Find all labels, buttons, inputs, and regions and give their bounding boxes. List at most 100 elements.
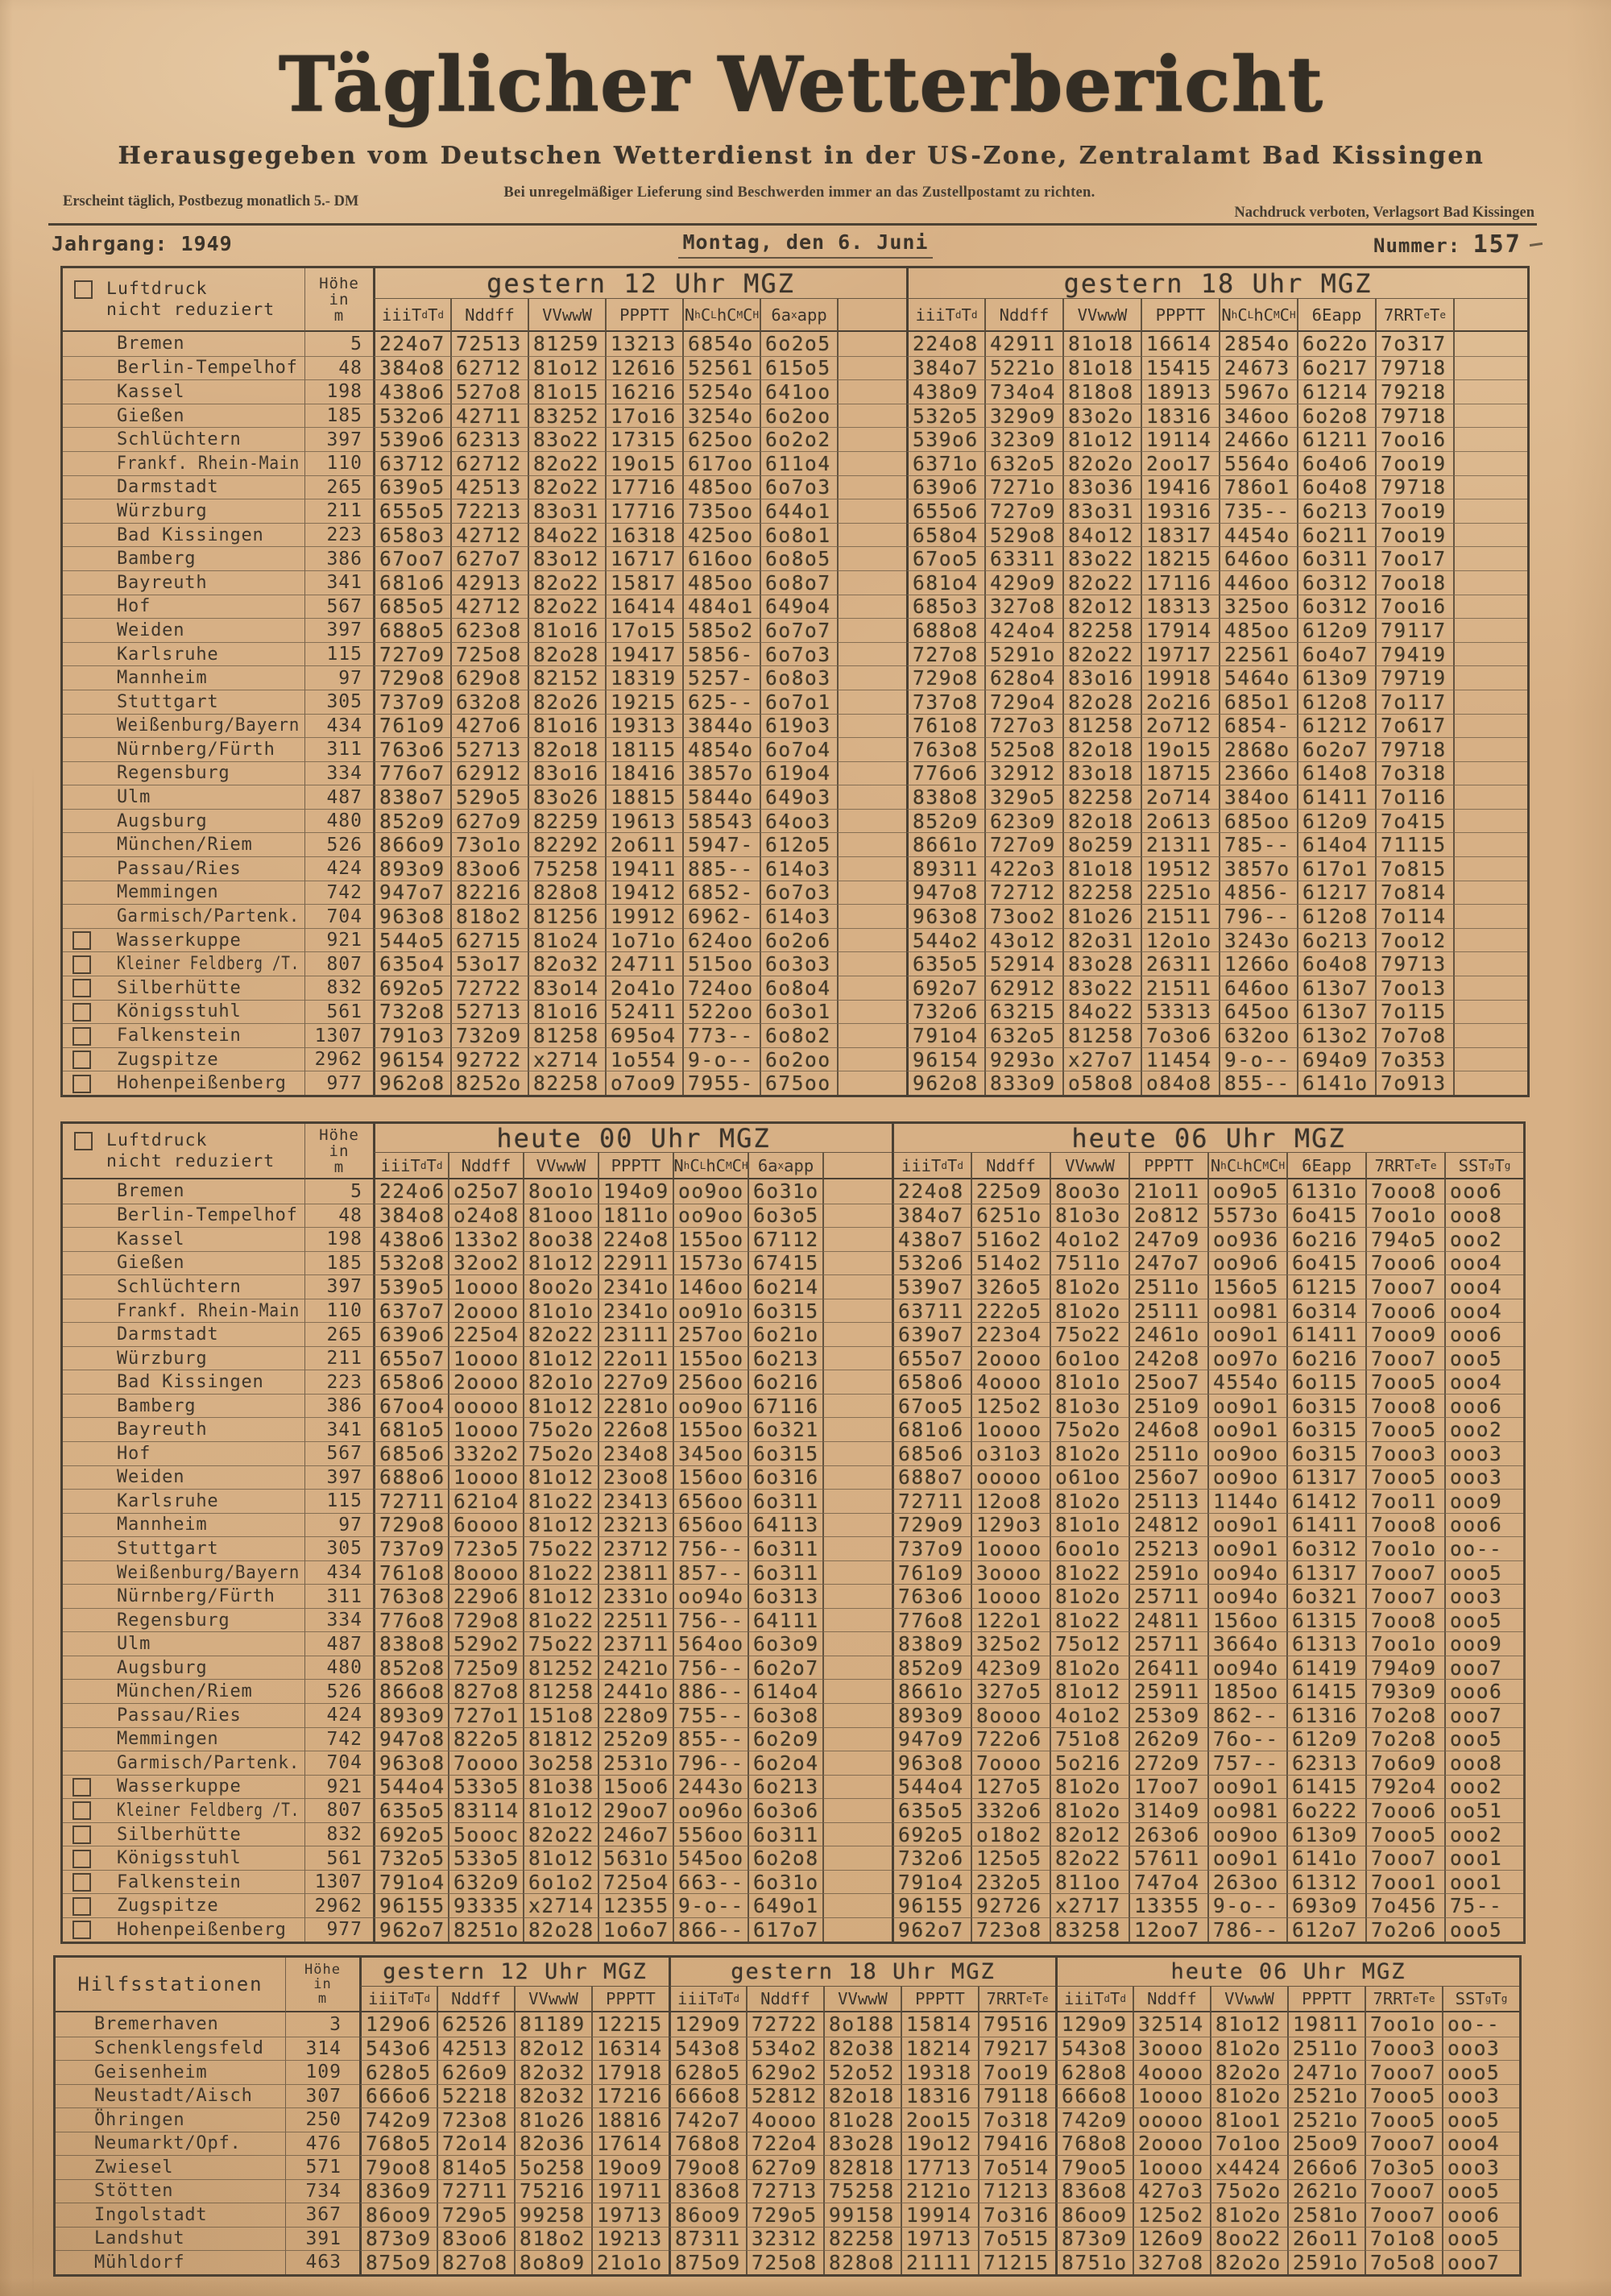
checkbox-icon	[72, 1896, 91, 1916]
group-title-left: heute 00 Uhr MGZ	[373, 1124, 892, 1153]
value-cell: 729o8	[373, 665, 450, 690]
value-cell: 19914	[901, 2203, 978, 2227]
value-cell: 838o9	[892, 1631, 971, 1656]
station-elevation: 2962	[304, 1893, 373, 1917]
station-elevation: 424	[304, 1703, 373, 1727]
value-cell: oo97o	[1207, 1345, 1286, 1370]
filler-cell	[837, 522, 906, 547]
value-cell: 81o2o	[1050, 1584, 1129, 1608]
station-elevation: 223	[304, 522, 373, 547]
value-cell: 532o5	[906, 403, 984, 428]
value-cell: 617oo	[682, 450, 760, 475]
value-cell: 82o2o	[1210, 2060, 1287, 2084]
group-title: heute 06 Uhr MGZ	[1055, 1958, 1519, 1987]
value-cell: 818o2	[514, 2226, 591, 2250]
filler-cell	[822, 1250, 892, 1275]
value-cell: 17914	[1141, 618, 1219, 642]
value-cell: 3844o	[682, 713, 760, 738]
column-header: PPPTT	[1141, 299, 1219, 332]
value-cell: 627o7	[450, 546, 528, 570]
value-cell: 761o9	[373, 713, 450, 738]
filler-cell	[1453, 450, 1527, 475]
filler-cell	[1453, 427, 1527, 451]
value-cell: 7oo19	[978, 2060, 1055, 2084]
checkbox-icon	[72, 1873, 91, 1892]
value-cell: 262o9	[1129, 1726, 1207, 1751]
station-name: Silberhütte	[117, 1824, 242, 1845]
value-cell: o84o8	[1141, 1071, 1219, 1095]
column-header: Nddff	[971, 1153, 1050, 1179]
value-cell: 827o8	[448, 1679, 523, 1704]
value-cell: 25oo7	[1129, 1370, 1207, 1394]
value-cell: 628o5	[359, 2060, 437, 2084]
value-cell: 17o16	[605, 403, 682, 428]
value-cell: 81o12	[1050, 1679, 1129, 1704]
value-cell: 63712	[373, 450, 450, 475]
value-cell: 263oo	[1207, 1869, 1286, 1894]
value-cell: 685oo	[1219, 808, 1297, 833]
value-cell: 21o11	[1129, 1179, 1207, 1204]
station-name-cell: Garmisch/Partenk.	[63, 904, 304, 928]
value-cell: 776o8	[892, 1607, 971, 1632]
value-cell: 6o21o	[748, 1322, 822, 1346]
group-title: gestern 12 Uhr MGZ	[359, 1958, 669, 1987]
value-cell: 3oooo	[1133, 2036, 1210, 2060]
value-cell: 329o9	[984, 403, 1062, 428]
column-header: Nddff	[448, 1153, 523, 1179]
value-cell: 658o6	[892, 1370, 971, 1394]
value-cell: 67415	[748, 1250, 822, 1275]
value-cell: 611o4	[760, 450, 837, 475]
station-name: Kleiner Feldberg /T.	[117, 1800, 300, 1821]
value-cell: 2121o	[901, 2178, 978, 2203]
value-cell: 323o9	[984, 427, 1062, 451]
station-name-cell: Passau/Ries	[63, 856, 304, 881]
value-cell: oo94o	[1207, 1584, 1286, 1608]
filler-cell	[837, 904, 906, 928]
station-name-cell: Augsburg	[63, 808, 304, 833]
value-cell: 58543	[682, 808, 760, 833]
station-name-cell: Würzburg	[63, 1345, 304, 1370]
station-elevation: 807	[304, 1798, 373, 1822]
value-cell: 793o9	[1365, 1679, 1444, 1704]
value-cell: 2oooo	[448, 1370, 523, 1394]
value-cell: 6o7o7	[760, 618, 837, 642]
value-cell: 7ooo7	[1365, 1846, 1444, 1870]
filler-cell	[837, 832, 906, 857]
station-name-cell: Kleiner Feldberg /T.	[63, 951, 304, 976]
value-cell: 61317	[1286, 1465, 1365, 1490]
value-cell: 17o15	[605, 618, 682, 642]
value-cell: 64113	[748, 1512, 822, 1537]
filler-cell	[837, 332, 906, 356]
value-cell: 737o9	[373, 1536, 448, 1560]
value-cell: 7o316	[978, 2203, 1055, 2227]
value-cell: 52713	[450, 737, 528, 761]
value-cell: 6o216	[748, 1370, 822, 1394]
value-cell: 251o9	[1129, 1393, 1207, 1418]
value-cell: 25213	[1129, 1536, 1207, 1560]
value-cell: 72713	[746, 2178, 823, 2203]
station-name: Königsstuhl	[117, 1848, 242, 1869]
value-cell: 757--	[1207, 1751, 1286, 1775]
value-cell: 6o4o6	[1297, 450, 1375, 475]
value-cell: 543o6	[359, 2036, 437, 2060]
value-cell: 223o4	[971, 1322, 1050, 1346]
value-cell: 6o216	[1286, 1227, 1365, 1251]
station-elevation: 567	[304, 594, 373, 619]
filler-cell	[1453, 1046, 1527, 1071]
station-name-cell: Kleiner Feldberg /T.	[63, 1798, 304, 1822]
value-cell: 725o8	[746, 2250, 823, 2274]
value-cell: 25711	[1129, 1584, 1207, 1608]
value-cell: 544o4	[892, 1774, 971, 1799]
value-cell: 629o8	[450, 665, 528, 690]
station-elevation: 487	[304, 1631, 373, 1656]
filler-cell	[822, 1703, 892, 1727]
value-cell: 3664o	[1207, 1631, 1286, 1656]
station-elevation: 397	[304, 427, 373, 451]
value-cell: oo9o1	[1207, 1512, 1286, 1537]
value-cell: 81o22	[1050, 1560, 1129, 1585]
value-cell: oo94o	[1207, 1560, 1286, 1585]
value-cell: 122o1	[971, 1607, 1050, 1632]
value-cell: 61411	[1286, 1322, 1365, 1346]
